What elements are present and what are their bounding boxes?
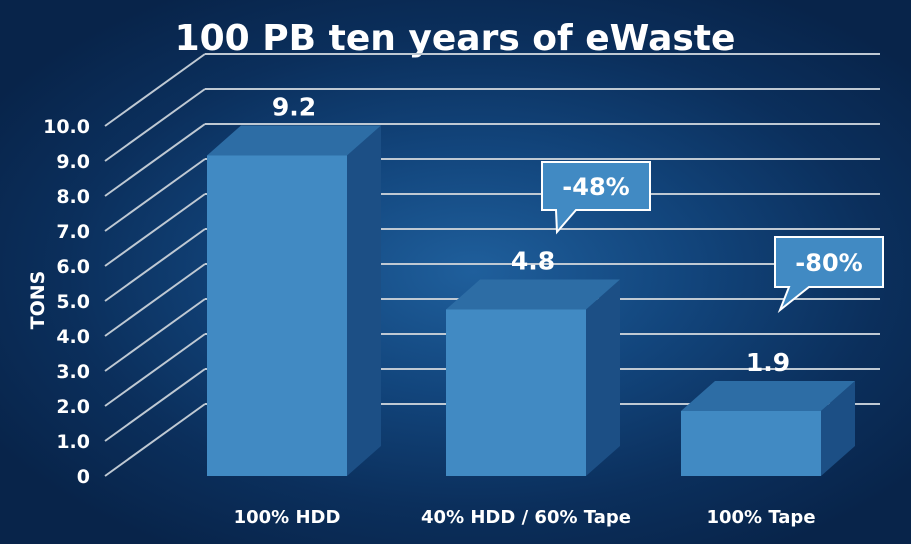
value-label: 9.2 (272, 93, 316, 122)
value-label: 1.9 (746, 348, 790, 377)
bars (207, 125, 855, 476)
y-tick-label: 5.0 (56, 291, 90, 313)
y-tick-label: 3.0 (56, 361, 90, 383)
gridline-diagonal (104, 88, 206, 162)
callout-label: -80% (795, 249, 862, 277)
gridline-diagonal (104, 158, 206, 232)
chart-title: 100 PB ten years of eWaste (175, 18, 736, 59)
gridline-diagonal (104, 298, 206, 372)
value-labels: 9.2 4.8 1.9 (272, 93, 790, 378)
bar-side (347, 125, 381, 476)
category-label: 100% HDD (234, 507, 341, 528)
y-tick-label: 10.0 (43, 116, 90, 138)
value-label: 4.8 (511, 247, 555, 276)
y-tick-label: 4.0 (56, 326, 90, 348)
y-tick-label: 1.0 (56, 431, 90, 453)
gridline-diagonal (104, 368, 206, 442)
bar (681, 411, 821, 476)
gridline-diagonal (104, 53, 206, 127)
y-tick-label: 0 (77, 466, 90, 488)
bar-top (681, 381, 855, 411)
y-tick-label: 7.0 (56, 221, 90, 243)
callouts: -48% -80% (541, 161, 884, 314)
bar-top (446, 279, 620, 310)
category-label: 40% HDD / 60% Tape (421, 507, 631, 528)
gridline-diagonal (104, 228, 206, 302)
gridline-diagonal (104, 333, 206, 407)
gridline-diagonal (104, 403, 206, 477)
callout-box (774, 236, 884, 314)
bar-side (821, 381, 855, 476)
gridline-diagonal (104, 193, 206, 267)
gridline-diagonal (104, 263, 206, 337)
y-axis-title: TONS (27, 271, 49, 330)
bar (207, 155, 347, 476)
x-axis-categories: 100% HDD 40% HDD / 60% Tape 100% Tape (234, 507, 816, 528)
y-tick-label: 2.0 (56, 396, 90, 418)
callout-label: -48% (562, 173, 629, 201)
bar (446, 309, 586, 476)
y-tick-label: 9.0 (56, 151, 90, 173)
y-tick-label: 8.0 (56, 186, 90, 208)
gridline-diagonal (104, 123, 206, 197)
bar-side (586, 279, 620, 476)
y-tick-label: 6.0 (56, 256, 90, 278)
callout-box (541, 161, 651, 235)
bar-top (207, 125, 381, 156)
category-label: 100% Tape (706, 507, 815, 528)
y-axis-ticks: 0 1.0 2.0 3.0 4.0 5.0 6.0 7.0 8.0 9.0 10.0 (43, 116, 90, 488)
